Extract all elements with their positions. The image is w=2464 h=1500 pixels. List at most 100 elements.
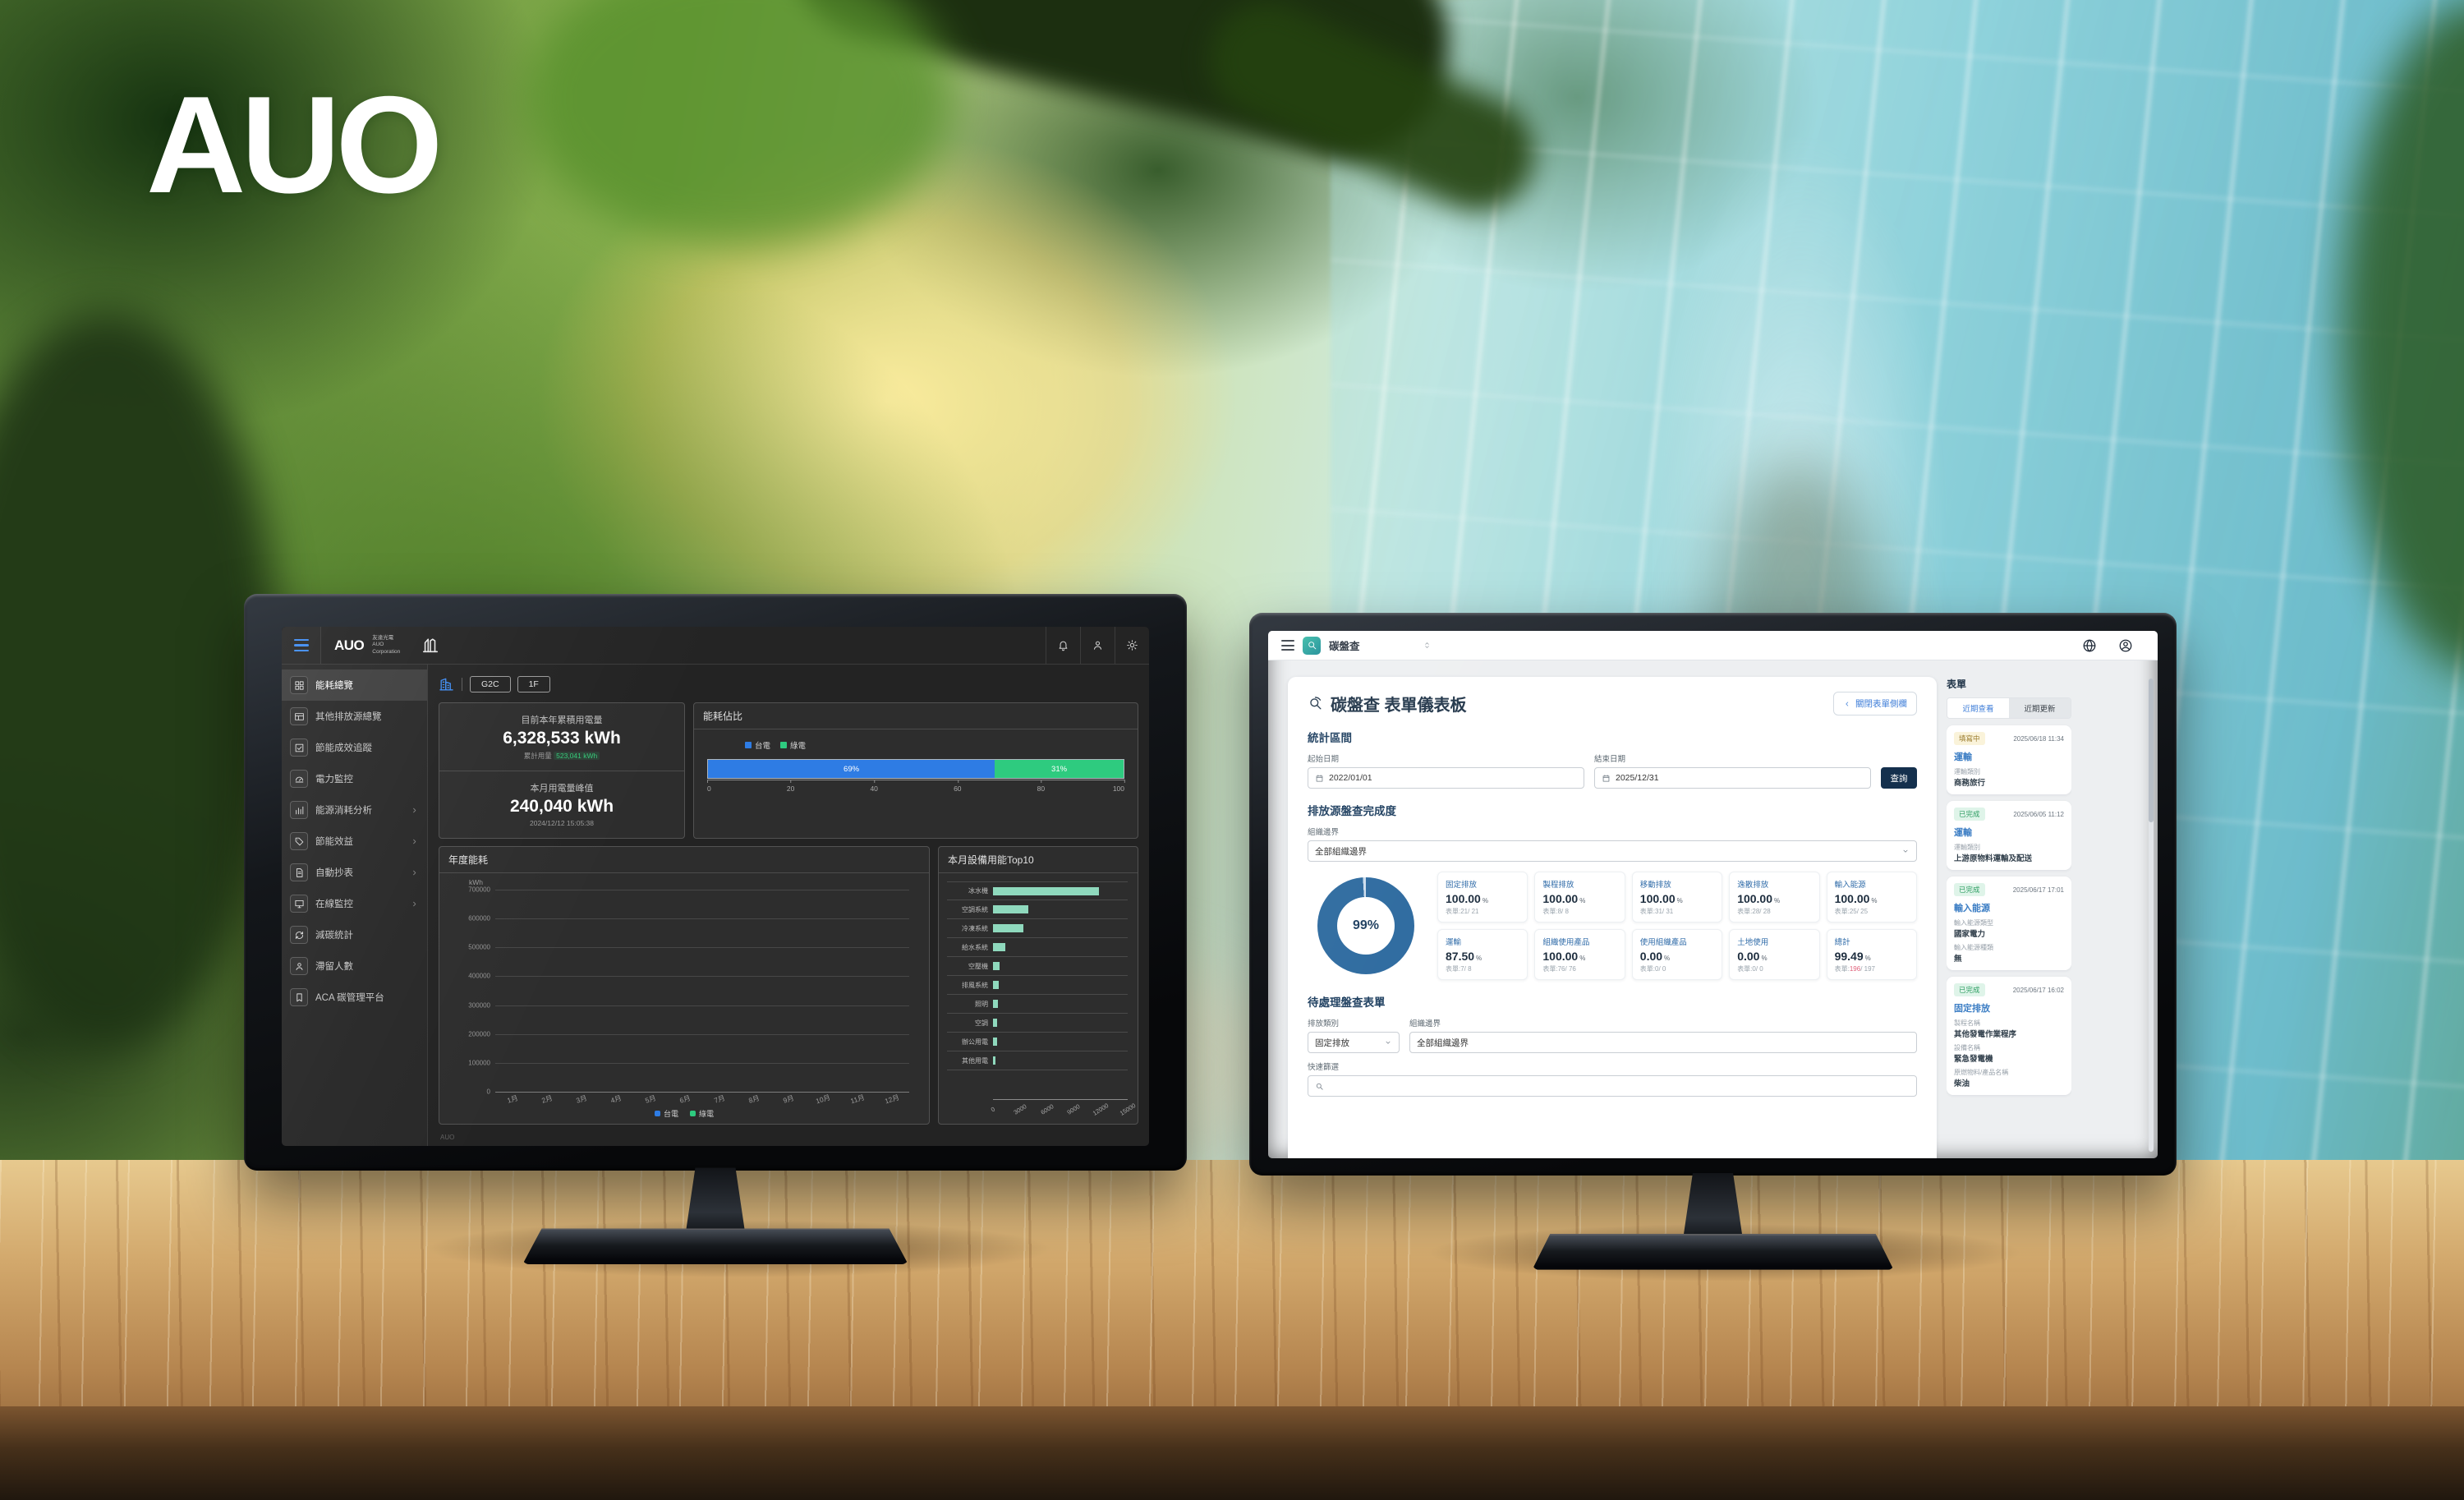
- gear-icon[interactable]: [1115, 627, 1149, 664]
- calendar-icon: [1602, 774, 1611, 783]
- start-date-field[interactable]: [1308, 767, 1584, 789]
- bar: [993, 1038, 998, 1046]
- completion-cells: 固定排放 100.00% 表單:21/ 21 製程排放 100.00% 表單:8/ 8 移動…: [1437, 872, 1917, 980]
- close-panel-button[interactable]: 關閉表單側欄: [1833, 692, 1917, 715]
- completion-cell: 組織使用產品 100.00% 表單:76/ 76: [1534, 929, 1625, 980]
- form-card[interactable]: 已完成 2025/06/05 11:12 運輸 運輸類別 上游原物料運輸及配送: [1947, 801, 2071, 870]
- bell-icon[interactable]: [1046, 627, 1080, 664]
- chevron-down-icon: [1384, 1038, 1392, 1047]
- scrollbar-thumb[interactable]: [2149, 679, 2154, 822]
- floor-chip[interactable]: 1F: [517, 676, 550, 692]
- sidebar-item[interactable]: ACA 碳管理平台: [282, 982, 427, 1013]
- quick-filter-input[interactable]: [1329, 1081, 1910, 1091]
- cell-forms-count: 表單:8/ 8: [1542, 908, 1569, 915]
- sidebar-item[interactable]: 節能效益: [282, 826, 427, 857]
- doc-icon: [290, 863, 308, 881]
- query-button[interactable]: 查詢: [1881, 767, 1917, 789]
- recycle-icon: [295, 931, 303, 939]
- sidebar-item[interactable]: 自動抄表: [282, 857, 427, 888]
- monitor-base: [1532, 1233, 1894, 1270]
- card-title: 能耗佔比: [694, 703, 1138, 729]
- ratio-legend: 台電 綠電: [745, 739, 1124, 751]
- device-label: 給水系統: [962, 943, 988, 951]
- form-field-value: 上游原物料運輸及配送: [1954, 854, 2033, 863]
- chevron-right-icon: [413, 808, 416, 812]
- end-date-input[interactable]: [1616, 773, 1864, 783]
- scrollbar[interactable]: [2149, 679, 2154, 1152]
- menu-icon[interactable]: [282, 627, 321, 664]
- recycle-icon: [290, 926, 308, 944]
- cell-percent: 99.49%: [1834, 950, 1871, 963]
- sidebar-item[interactable]: 減碳統計: [282, 919, 427, 950]
- table-icon: [294, 712, 304, 720]
- cell-label: 使用組織產品: [1639, 938, 1687, 947]
- quick-filter-field[interactable]: [1308, 1075, 1917, 1097]
- right-monitor: 碳盤查 碳盤查 表單儀表板 關閉表單側欄 統計區間: [1249, 613, 2177, 1270]
- x-tick-label: 9000: [1065, 1102, 1082, 1116]
- user-icon[interactable]: [1080, 627, 1115, 664]
- end-date-field[interactable]: [1594, 767, 1871, 789]
- grid-icon: [294, 680, 304, 690]
- cell-forms-count: 表單:21/ 21: [1446, 908, 1479, 915]
- forms-panel: 表單 近期查看 近期更新 填寫中 2025/06/18 11:34 運輸 運輸類別 商務旅…: [1947, 677, 2071, 1158]
- annual-energy-card: 年度能耗 kWh 700000 600000 500000 400000 300000 2…: [439, 846, 930, 1125]
- org-boundary-label: 組織邊界: [1308, 828, 1340, 837]
- x-axis-labels: 1月 2月 3月 4月 5月 6月 7月 8月 9月 10月 11月 12月: [495, 1093, 909, 1105]
- org-boundary2-label: 組織邊界: [1409, 1019, 1441, 1028]
- forms-tab[interactable]: 近期查看: [1947, 698, 2009, 718]
- calendar-icon: [1315, 774, 1324, 783]
- legend-item: 台電: [745, 739, 770, 751]
- cell-forms-count: 表單:7/ 8: [1446, 965, 1472, 973]
- sidebar-item[interactable]: 電力監控: [282, 763, 427, 794]
- form-card[interactable]: 已完成 2025/06/17 16:02 固定排放 製程名稱 其他發電作業程序 設備名稱緊…: [1947, 977, 2071, 1095]
- category-select[interactable]: 固定排放: [1308, 1032, 1400, 1053]
- globe-icon[interactable]: [2082, 638, 2097, 653]
- floor-chip[interactable]: G2C: [470, 676, 511, 692]
- sidebar-item[interactable]: 在線監控: [282, 888, 427, 919]
- bar: [993, 924, 1024, 932]
- chevron-right-icon: [410, 868, 419, 877]
- y-tick-label: 400000: [468, 972, 490, 980]
- sidebar-item[interactable]: 其他排放源總覽: [282, 701, 427, 732]
- org-boundary2-select[interactable]: 全部組織邊界: [1409, 1032, 1917, 1053]
- monitor-icon: [290, 895, 308, 913]
- sidebar-item[interactable]: 能源消耗分析: [282, 794, 427, 826]
- completion-donut: 99%: [1308, 877, 1424, 974]
- cell-label: 逸散排放: [1737, 881, 1769, 890]
- form-field-value: 商務旅行: [1954, 779, 1986, 788]
- chevron-updown-icon[interactable]: [1423, 641, 1432, 650]
- page-title: 碳盤查 表單儀表板: [1331, 697, 1467, 715]
- top10-row: 照明: [947, 995, 1128, 1014]
- chevron-right-icon: [410, 806, 419, 815]
- org-boundary-select[interactable]: 全部組織邊界: [1308, 840, 1917, 862]
- topbar-right-icons: [2082, 638, 2145, 653]
- sidebar-item-label: 能耗總覽: [315, 681, 353, 691]
- forms-tab[interactable]: 近期更新: [2009, 698, 2071, 718]
- foliage-top: [526, 0, 953, 246]
- axis-tick: 80: [1037, 780, 1046, 793]
- sidebar-item-label: 其他排放源總覽: [315, 712, 382, 722]
- sidebar-item[interactable]: 節能成效追蹤: [282, 732, 427, 763]
- cell-label: 輸入能源: [1834, 881, 1866, 890]
- monitor-stand: [686, 1167, 745, 1232]
- top10-row: 冰水機: [947, 881, 1128, 900]
- y-tick-label: 100000: [468, 1059, 490, 1067]
- start-date-input[interactable]: [1329, 773, 1577, 783]
- account-icon[interactable]: [2118, 638, 2133, 653]
- sidebar-item-label: 節能成效追蹤: [315, 743, 372, 753]
- tag-icon: [295, 837, 303, 845]
- y-tick-label: 700000: [468, 886, 490, 894]
- axis-tick: 20: [786, 780, 795, 793]
- cell-percent: 100.00%: [1834, 892, 1878, 905]
- sidebar-item[interactable]: 滯留人數: [282, 950, 427, 982]
- cell-forms-count: 表單:25/ 25: [1834, 908, 1869, 915]
- form-date: 2025/06/17 17:01: [2012, 886, 2064, 894]
- sidebar-item[interactable]: 能耗總覽: [282, 669, 427, 701]
- form-card[interactable]: 填寫中 2025/06/18 11:34 運輸 運輸類別 商務旅行: [1947, 725, 2071, 794]
- menu-icon[interactable]: [1281, 640, 1294, 651]
- auo-logo: AUO: [334, 637, 365, 653]
- form-card[interactable]: 已完成 2025/06/17 17:01 輸入能源 輸入能源類型 國家電力 輸入能源種類無: [1947, 877, 2071, 970]
- monitor-base: [522, 1228, 908, 1265]
- bookmark-icon: [290, 988, 308, 1006]
- form-title: 輸入能源: [1954, 904, 1990, 913]
